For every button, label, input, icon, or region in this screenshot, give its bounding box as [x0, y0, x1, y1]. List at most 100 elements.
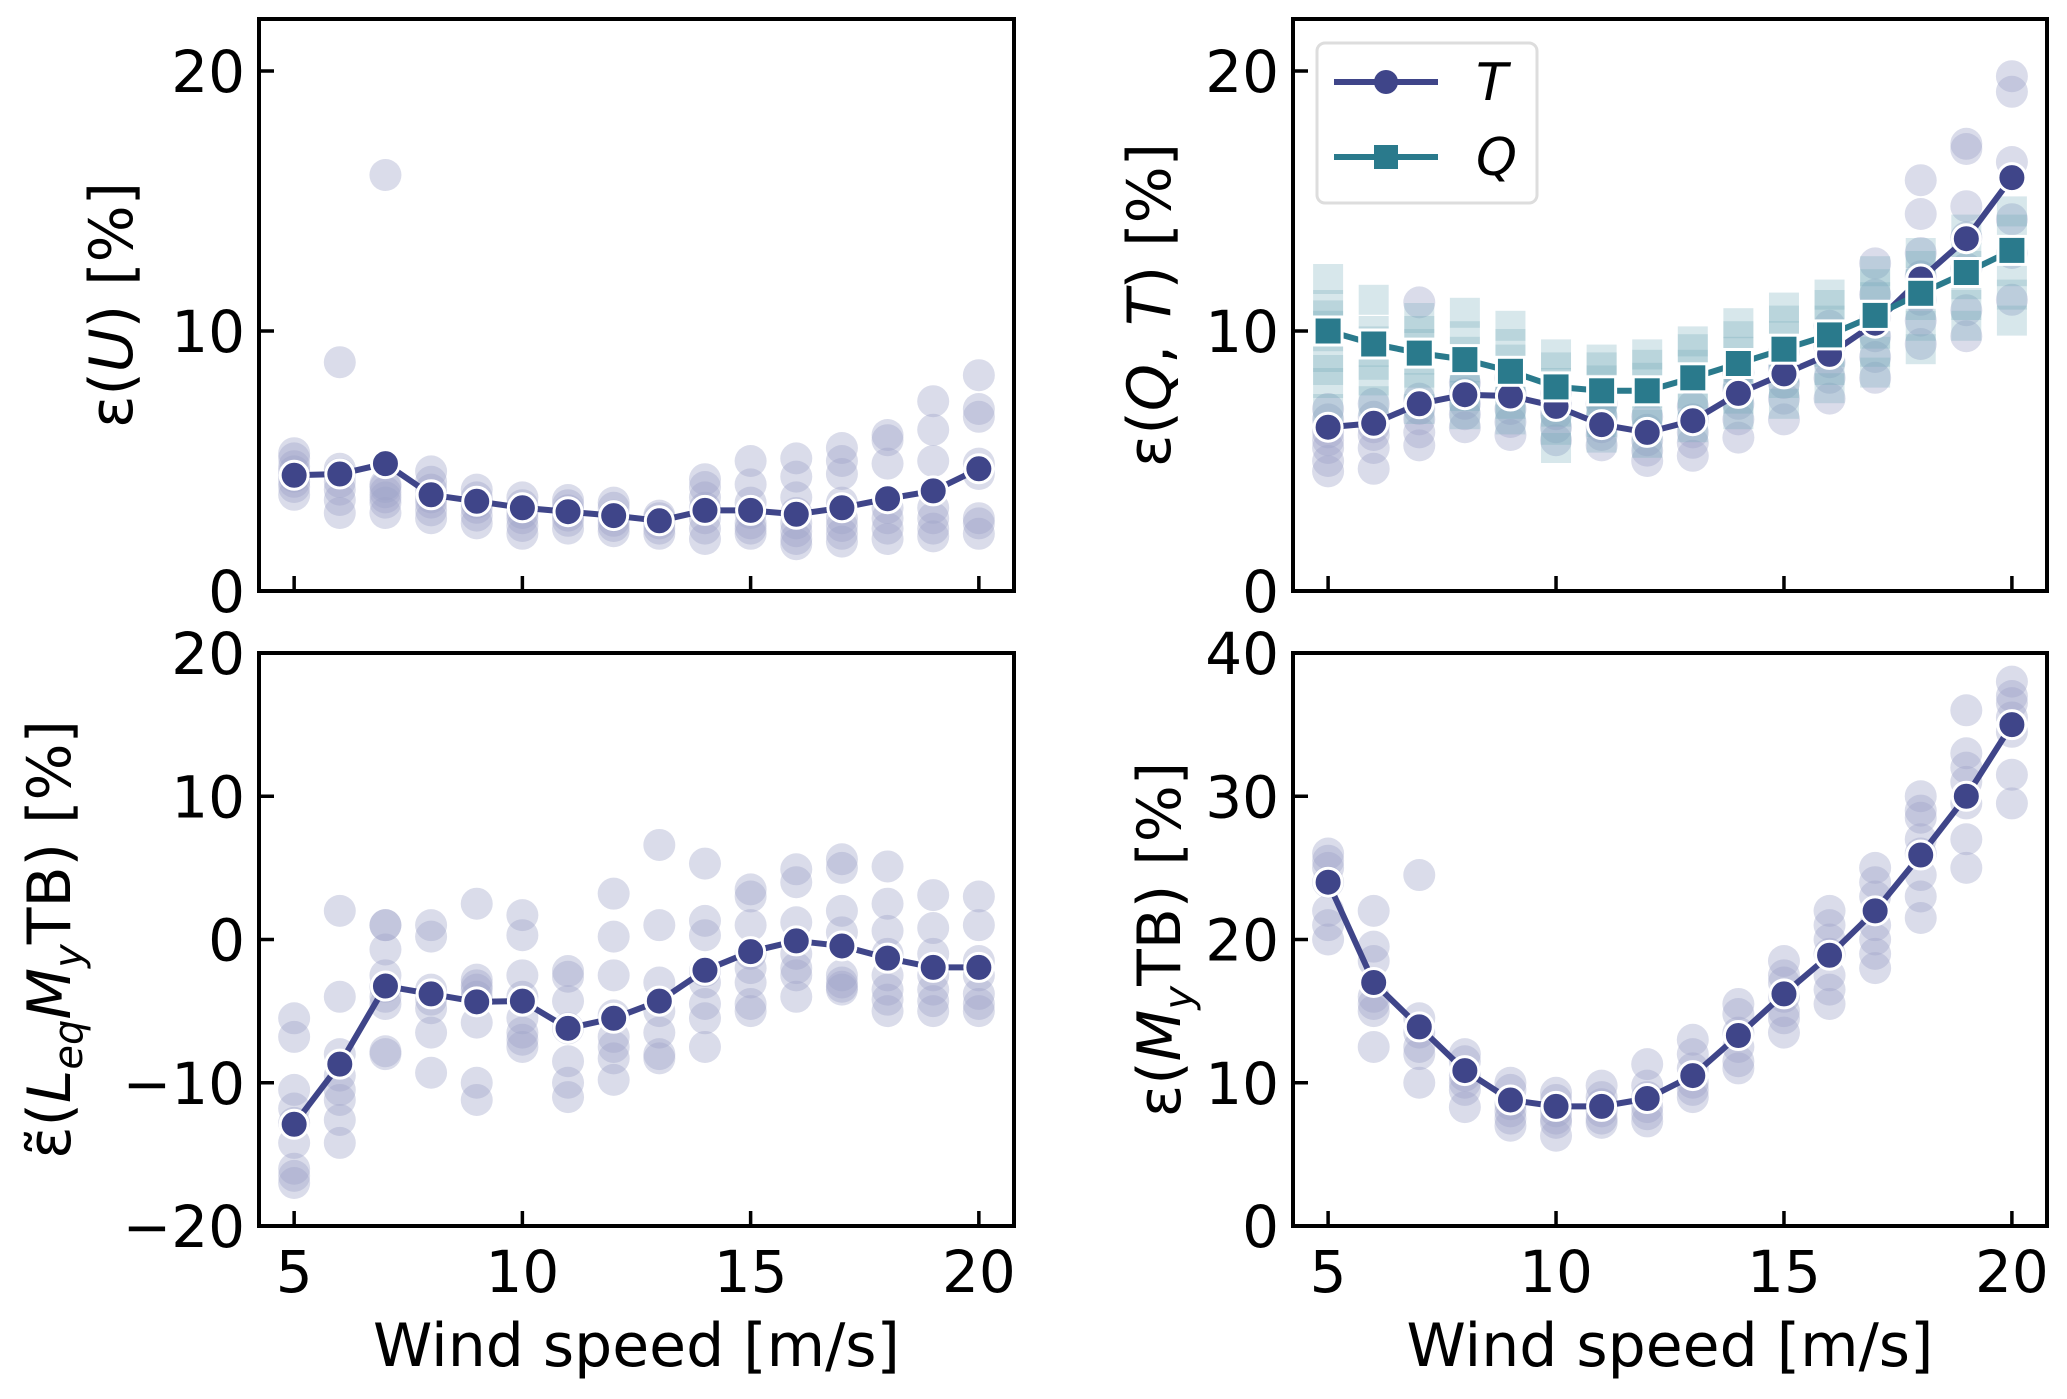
y-tick-label: 10	[171, 763, 245, 831]
scatter-point	[825, 966, 858, 999]
data-point	[963, 453, 995, 485]
scatter-point	[1950, 751, 1983, 784]
scatter-point	[871, 424, 904, 457]
scatter-point	[323, 894, 356, 927]
scatter-point	[1449, 297, 1480, 328]
axes-frame	[257, 17, 1016, 593]
scatter-point	[780, 442, 813, 475]
data-point	[917, 951, 949, 983]
scatter-point	[1995, 75, 2028, 108]
scatter-point	[688, 847, 721, 880]
scatter-point	[962, 507, 995, 540]
data-point	[1403, 1011, 1435, 1043]
data-point	[1540, 371, 1572, 403]
y-axis-label-part: M	[1125, 1010, 1195, 1062]
x-tick-label: 15	[1747, 1238, 1821, 1306]
scatter-point	[734, 445, 767, 477]
data-point	[1722, 348, 1754, 379]
scatter-point	[369, 159, 402, 191]
scatter-point	[1723, 308, 1754, 339]
scatter-point	[871, 914, 904, 947]
y-axis-label-part: ,	[1115, 326, 1185, 364]
data-point	[598, 1002, 630, 1034]
series-line-q	[1327, 247, 2014, 394]
scatter-point	[1904, 328, 1937, 360]
data-point	[324, 1048, 356, 1080]
scatter-point	[1950, 127, 1983, 160]
series-line-my-tb	[1325, 723, 2015, 1110]
scatter-point	[780, 866, 813, 899]
scatter-point	[323, 1073, 356, 1106]
data-point	[1722, 1019, 1754, 1051]
scatter-point	[1996, 279, 2027, 310]
scatter-point	[871, 447, 904, 480]
scatter-point	[1950, 823, 1983, 856]
scatter-point	[1860, 269, 1891, 300]
scatter-point	[1722, 403, 1755, 436]
scatter-point	[1403, 1066, 1436, 1099]
scatter-point	[1722, 1052, 1755, 1085]
data-point	[963, 951, 995, 983]
y-tick-label: 0	[1242, 558, 1279, 626]
data-point	[643, 985, 675, 1017]
scatter-point	[688, 1002, 721, 1035]
data-point	[1722, 377, 1754, 409]
legend-label-t: T	[1476, 53, 1512, 113]
scatter-point	[415, 455, 448, 488]
scatter-point	[1676, 439, 1709, 472]
scatter-point	[1859, 952, 1892, 985]
data-point	[278, 459, 310, 491]
scatter-point	[278, 1167, 311, 1200]
scatter-point	[1768, 292, 1799, 323]
data-point	[689, 954, 721, 986]
scatter-point	[871, 419, 904, 451]
scatter-point	[1995, 203, 2028, 236]
scatter-point	[1950, 190, 1983, 223]
panel-bottom-left: 5 10 15 20 −20 −10 0 10 20 ε̃(LeqMyTB) [%] Wind sp…	[15, 620, 1016, 1381]
scatter-point	[597, 1030, 630, 1063]
series-line-leq-my-tb	[291, 937, 979, 1127]
y-axis-label-part: y	[1156, 985, 1202, 1011]
scatter-point	[1814, 373, 1845, 404]
data-point	[780, 498, 812, 530]
scatter-point	[323, 980, 356, 1013]
scatter-point	[825, 445, 858, 477]
scatter-point	[871, 850, 904, 883]
y-tick-label: −20	[123, 1193, 245, 1261]
data-point	[689, 494, 721, 526]
data-point	[1312, 411, 1344, 443]
y-axis-label-part: ε(	[1115, 411, 1185, 467]
scatter-point	[506, 1023, 539, 1056]
scatter-point	[1950, 737, 1983, 770]
scatter-point	[1950, 851, 1983, 884]
scatter-point	[323, 497, 356, 529]
scatter-point	[825, 458, 858, 490]
scatter-point	[734, 880, 767, 913]
data-point	[1677, 362, 1709, 394]
axes-frame	[1291, 651, 2049, 1228]
x-tick-label: 5	[1310, 1238, 1347, 1306]
y-tick-label: 0	[208, 558, 245, 626]
data-point	[1540, 1090, 1572, 1122]
data-point	[1494, 1084, 1526, 1116]
scatter-point	[917, 995, 950, 1028]
scatter-point	[1904, 780, 1937, 813]
scatter-point	[369, 481, 402, 514]
series-line-u	[294, 460, 981, 524]
data-point	[1312, 866, 1344, 898]
scatter-point	[369, 471, 402, 503]
scatter-point	[1358, 284, 1389, 315]
scatter-point	[1995, 665, 2028, 698]
scatter-point	[1631, 445, 1664, 477]
scatter-point	[1357, 432, 1390, 464]
y-tick-label: 20	[1205, 38, 1279, 106]
scatter-point	[1586, 344, 1617, 375]
scatter-point	[780, 952, 813, 985]
data-point	[1814, 319, 1846, 351]
scatter-point	[1677, 334, 1708, 365]
y-axis-label-part: y	[46, 943, 92, 969]
x-tick-label: 10	[485, 1238, 559, 1306]
scatter-point	[1313, 342, 1344, 372]
scatter-point	[1357, 1030, 1390, 1063]
scatter-point	[688, 1030, 721, 1063]
